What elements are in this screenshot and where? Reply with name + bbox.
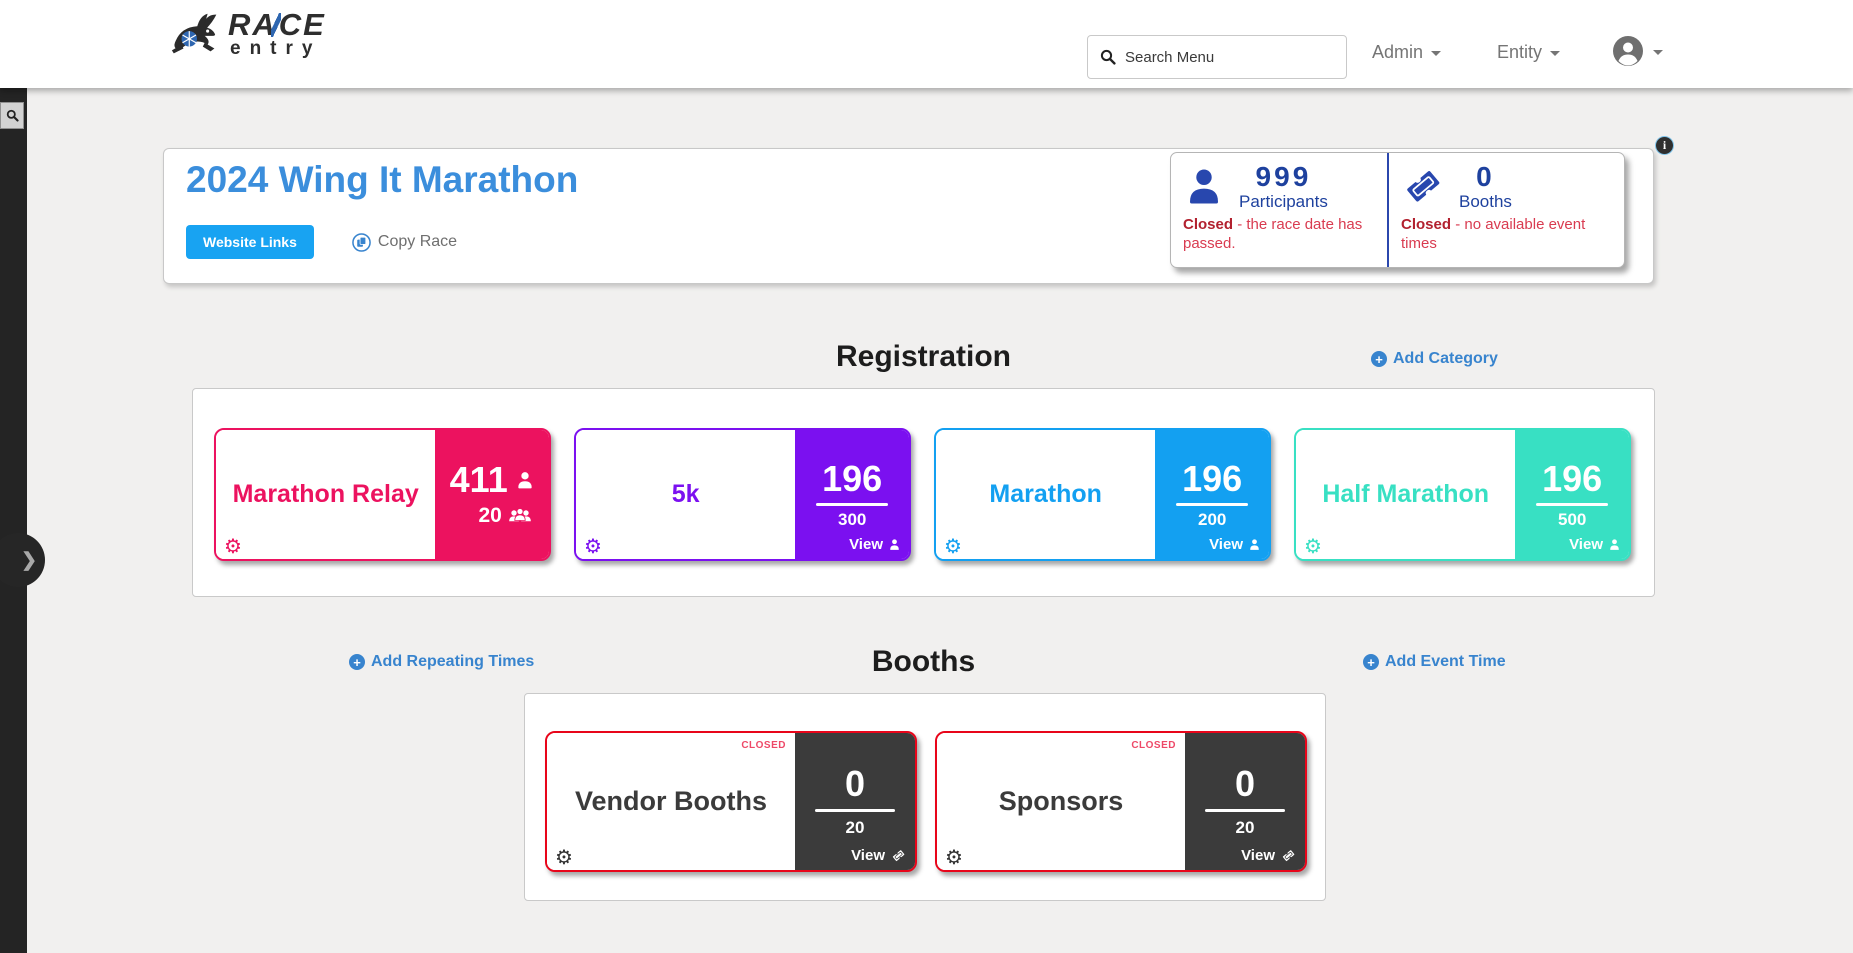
gear-icon[interactable]: ⚙ xyxy=(224,536,242,558)
add-repeating-times-link[interactable]: + Add Repeating Times xyxy=(349,653,534,671)
booths-panel: CLOSED Vendor Booths ⚙ 0 20 View xyxy=(524,693,1326,901)
ticket-icon xyxy=(890,848,907,863)
category-capacity: 300 xyxy=(837,510,867,529)
view-participants-link[interactable]: View xyxy=(1569,536,1621,553)
booths-status: Closed - no available event times xyxy=(1401,216,1586,252)
view-booths-link[interactable]: View xyxy=(851,847,907,864)
category-capacity: 500 xyxy=(1557,510,1587,529)
participants-stat: 999 Participants Closed - the race date … xyxy=(1171,153,1389,267)
website-links-button[interactable]: Website Links xyxy=(186,225,314,259)
copy-race-link[interactable]: Copy Race xyxy=(352,232,457,252)
gear-icon[interactable]: ⚙ xyxy=(945,847,963,869)
ticket-icon xyxy=(1280,848,1297,863)
search-icon xyxy=(6,109,19,122)
booth-card-vendor-booths[interactable]: CLOSED Vendor Booths ⚙ 0 20 View xyxy=(545,731,917,872)
gear-icon[interactable]: ⚙ xyxy=(555,847,573,869)
category-count: 196 xyxy=(1182,458,1243,499)
category-card-marathon-relay[interactable]: Marathon Relay ⚙ 411 20 xyxy=(214,428,551,561)
closed-badge: CLOSED xyxy=(741,740,786,751)
avatar-icon xyxy=(1612,35,1644,67)
category-name: Marathon xyxy=(989,480,1102,508)
category-name: Marathon Relay xyxy=(232,480,419,508)
category-count: 196 xyxy=(1542,458,1603,499)
copy-icon xyxy=(352,232,371,252)
logo-wordmark-entry: entry xyxy=(230,38,322,59)
add-event-time-link[interactable]: + Add Event Time xyxy=(1363,653,1506,671)
category-count: 411 xyxy=(449,458,508,500)
user-icon xyxy=(888,538,901,551)
view-participants-link[interactable]: View xyxy=(1209,536,1261,553)
gear-icon[interactable]: ⚙ xyxy=(1304,536,1322,558)
ratio-divider xyxy=(1536,503,1609,506)
category-card-5k[interactable]: 5k ⚙ 196 300 View xyxy=(574,428,911,561)
users-group-icon xyxy=(508,507,532,525)
left-sidebar: ❯ xyxy=(0,80,45,953)
chevron-down-icon xyxy=(1431,51,1442,56)
booth-capacity: 20 xyxy=(845,817,865,837)
chevron-down-icon xyxy=(1550,51,1561,56)
admin-menu[interactable]: Admin xyxy=(1372,30,1442,74)
booths-label: Booths xyxy=(1459,192,1512,211)
user-icon xyxy=(1608,538,1621,551)
entity-menu[interactable]: Entity xyxy=(1497,30,1561,74)
booths-heading: Booths xyxy=(871,645,976,678)
registration-heading: Registration xyxy=(835,340,1012,373)
sidebar-search-toggle[interactable] xyxy=(0,102,24,129)
registration-panel: Marathon Relay ⚙ 411 20 xyxy=(192,388,1655,597)
category-capacity: 200 xyxy=(1197,510,1227,529)
booth-count: 0 xyxy=(1234,762,1256,804)
gear-icon[interactable]: ⚙ xyxy=(584,536,602,558)
race-entry-logo[interactable]: RA CE entry xyxy=(168,7,326,59)
booth-card-sponsors[interactable]: CLOSED Sponsors ⚙ 0 20 View xyxy=(935,731,1307,872)
chevron-down-icon xyxy=(1653,50,1663,55)
category-name: Half Marathon xyxy=(1322,480,1490,508)
ratio-divider xyxy=(1205,808,1285,812)
view-booths-link[interactable]: View xyxy=(1241,847,1297,864)
closed-badge: CLOSED xyxy=(1131,740,1176,751)
search-icon xyxy=(1100,49,1116,65)
booth-name: Vendor Booths xyxy=(574,786,767,816)
sidebar-expand-button[interactable]: ❯ xyxy=(0,533,45,587)
participants-status: Closed - the race date has passed. xyxy=(1183,216,1363,252)
race-stats-box: 999 Participants Closed - the race date … xyxy=(1170,152,1625,268)
category-name: 5k xyxy=(671,480,700,508)
category-card-half-marathon[interactable]: Half Marathon ⚙ 196 500 View xyxy=(1294,428,1631,561)
team-count: 20 xyxy=(478,503,502,527)
logo-blue-swoosh xyxy=(270,13,281,37)
plus-circle-icon: + xyxy=(1371,351,1387,367)
category-card-marathon[interactable]: Marathon ⚙ 196 200 View xyxy=(934,428,1271,561)
booth-count: 0 xyxy=(844,762,866,804)
gear-icon[interactable]: ⚙ xyxy=(944,536,962,558)
booth-capacity: 20 xyxy=(1235,817,1255,837)
booths-stat: 0 Booths Closed - no available event tim… xyxy=(1389,153,1622,267)
user-account-menu[interactable] xyxy=(1612,29,1663,73)
participants-label: Participants xyxy=(1239,192,1328,211)
view-participants-link[interactable]: View xyxy=(849,536,901,553)
race-title[interactable]: 2024 Wing It Marathon xyxy=(186,159,579,200)
plus-circle-icon: + xyxy=(1363,654,1379,670)
logo-wordmark-race: RA CE xyxy=(228,7,326,42)
category-count: 196 xyxy=(822,458,883,499)
participant-icon xyxy=(1183,165,1225,207)
booth-name: Sponsors xyxy=(998,786,1124,816)
ratio-divider xyxy=(815,808,895,812)
ratio-divider xyxy=(1176,503,1249,506)
user-icon xyxy=(515,470,535,490)
chevron-right-icon: ❯ xyxy=(21,549,37,571)
booths-count: 0 xyxy=(1476,161,1495,192)
ratio-divider xyxy=(816,503,889,506)
participants-count: 999 xyxy=(1255,161,1312,192)
search-menu-input[interactable] xyxy=(1125,48,1334,66)
rabbit-logo-icon xyxy=(168,11,226,57)
plus-circle-icon: + xyxy=(349,654,365,670)
user-icon xyxy=(1248,538,1261,551)
ticket-icon xyxy=(1401,165,1445,207)
add-category-link[interactable]: + Add Category xyxy=(1371,350,1498,368)
search-menu-box[interactable] xyxy=(1087,35,1347,79)
info-icon[interactable]: i xyxy=(1656,137,1673,154)
